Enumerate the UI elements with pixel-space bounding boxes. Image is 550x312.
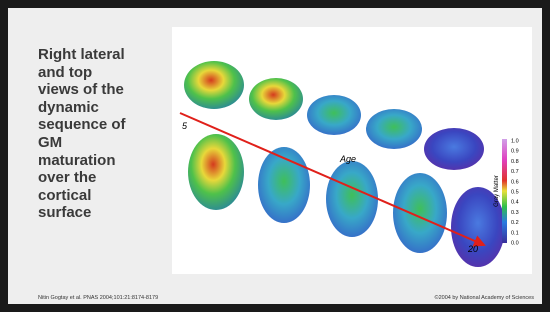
heading-line: cortical — [38, 187, 168, 205]
axis-label: Age — [339, 154, 356, 164]
colorbar-tick-label: 0.6 — [511, 179, 519, 185]
brain — [326, 161, 378, 237]
brain — [249, 78, 303, 120]
heading-line: sequence of — [38, 116, 168, 134]
heading-line: GM — [38, 134, 168, 152]
heading-line: Right lateral — [38, 46, 168, 64]
colorbar-tick-label: 0.8 — [511, 159, 519, 165]
colorbar-tick-label: 0.9 — [511, 149, 519, 155]
colorbar-tick-label: 1.0 — [511, 138, 519, 144]
colorbar-tick-label: 0.4 — [511, 200, 519, 206]
brain — [393, 173, 447, 253]
slide-frame: Right lateraland topviews of thedynamics… — [0, 0, 550, 312]
colorbar-tick-label: 0.0 — [511, 240, 519, 246]
colorbar-tick-label: 0.1 — [511, 230, 519, 236]
brain-figure: 5 Age 20 Gray Matter 1.0 0.9 0.8 0.7 0.6 0.5 0.4 0.… — [172, 27, 532, 274]
colorbar-title: Gray Matter — [494, 175, 500, 207]
figure: 5 Age 20 Gray Matter 1.0 0.9 0.8 0.7 0.6 0.5 0.4 0.… — [172, 27, 532, 274]
colorbar — [502, 139, 507, 243]
heading-line: views of the — [38, 81, 168, 99]
colorbar-tick-label: 0.5 — [511, 189, 519, 195]
brain — [184, 61, 244, 109]
heading-line: dynamic — [38, 99, 168, 117]
colorbar-tick-label: 0.2 — [511, 220, 519, 226]
brain — [188, 134, 244, 210]
heading-line: over the — [38, 169, 168, 187]
brain — [307, 95, 361, 135]
heading-line: and top — [38, 64, 168, 82]
end-label: 20 — [467, 244, 478, 254]
heading-line: maturation — [38, 152, 168, 170]
brain — [424, 128, 484, 170]
start-label: 5 — [182, 121, 188, 131]
brain — [366, 109, 422, 149]
copyright: ©2004 by National Academy of Sciences — [435, 295, 534, 301]
colorbar-tick-label: 0.3 — [511, 210, 519, 216]
heading-line: surface — [38, 204, 168, 222]
colorbar-tick-label: 0.7 — [511, 169, 519, 175]
citation: Nitin Gogtay et al. PNAS 2004;101:21:817… — [38, 295, 158, 301]
